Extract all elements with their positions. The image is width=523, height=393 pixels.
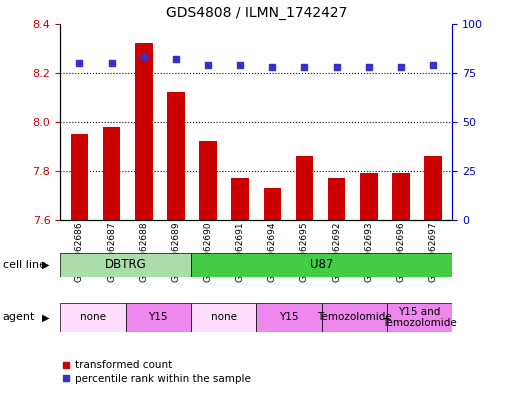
Bar bbox=[135, 43, 153, 220]
Bar bbox=[387, 303, 452, 332]
Point bbox=[397, 64, 405, 70]
Bar bbox=[126, 303, 191, 332]
Point bbox=[107, 60, 116, 66]
Bar bbox=[256, 303, 322, 332]
Bar bbox=[103, 127, 120, 220]
Text: U87: U87 bbox=[310, 258, 333, 272]
Text: ▶: ▶ bbox=[42, 312, 49, 322]
Point bbox=[140, 54, 148, 60]
Bar bbox=[322, 303, 387, 332]
Bar bbox=[71, 134, 88, 220]
Point bbox=[204, 62, 212, 68]
Text: none: none bbox=[211, 312, 236, 322]
Text: cell line: cell line bbox=[3, 260, 46, 270]
Bar bbox=[199, 141, 217, 220]
Point bbox=[236, 62, 244, 68]
Bar bbox=[424, 156, 442, 220]
Text: Temozolomide: Temozolomide bbox=[317, 312, 392, 322]
Text: DBTRG: DBTRG bbox=[105, 258, 146, 272]
Bar bbox=[60, 253, 191, 277]
Point bbox=[365, 64, 373, 70]
Text: Y15: Y15 bbox=[149, 312, 168, 322]
Point bbox=[75, 60, 84, 66]
Bar bbox=[60, 303, 126, 332]
Text: none: none bbox=[80, 312, 106, 322]
Point bbox=[172, 56, 180, 62]
Bar bbox=[392, 173, 410, 220]
Bar bbox=[295, 156, 313, 220]
Bar bbox=[360, 173, 378, 220]
Text: Y15 and
Temozolomide: Y15 and Temozolomide bbox=[382, 307, 457, 328]
Text: agent: agent bbox=[3, 312, 35, 322]
Bar bbox=[328, 178, 346, 220]
Legend: transformed count, percentile rank within the sample: transformed count, percentile rank withi… bbox=[58, 356, 255, 388]
Text: Y15: Y15 bbox=[279, 312, 299, 322]
Point bbox=[333, 64, 341, 70]
Title: GDS4808 / ILMN_1742427: GDS4808 / ILMN_1742427 bbox=[166, 6, 347, 20]
Bar bbox=[191, 303, 256, 332]
Bar bbox=[191, 253, 452, 277]
Bar bbox=[167, 92, 185, 220]
Point bbox=[429, 62, 437, 68]
Point bbox=[268, 64, 277, 70]
Text: ▶: ▶ bbox=[42, 260, 49, 270]
Bar bbox=[231, 178, 249, 220]
Bar bbox=[264, 188, 281, 220]
Point bbox=[300, 64, 309, 70]
